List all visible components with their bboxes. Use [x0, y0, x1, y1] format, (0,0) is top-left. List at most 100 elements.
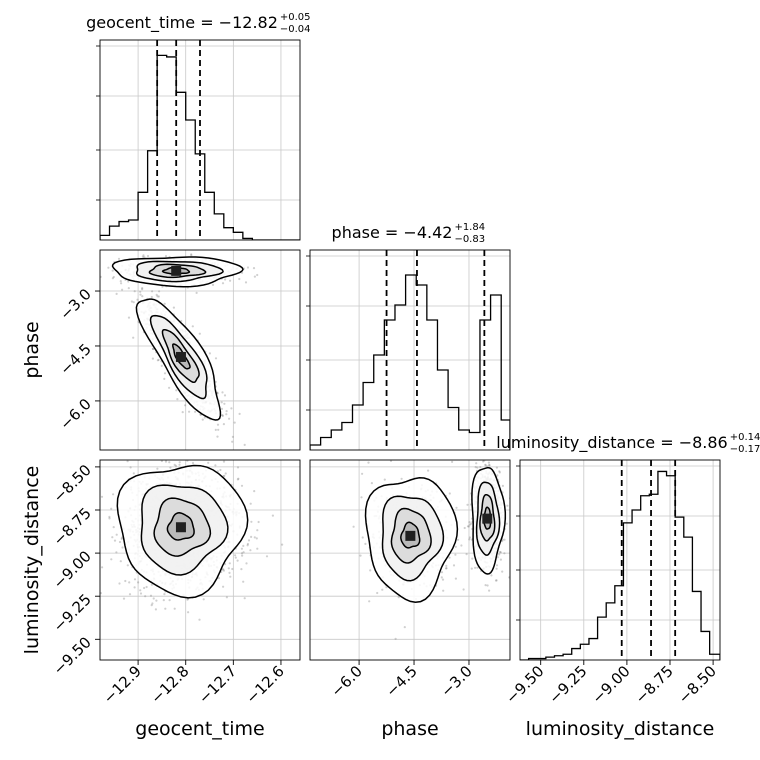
- sample-point: [448, 556, 451, 559]
- sample-point: [197, 454, 199, 456]
- sample-point: [460, 544, 463, 547]
- sample-point: [146, 254, 150, 258]
- sample-point: [463, 526, 466, 530]
- sample-point: [141, 295, 144, 298]
- sample-point: [195, 440, 197, 442]
- sample-point: [471, 557, 474, 560]
- sample-point: [192, 442, 194, 444]
- xtick-label-phase: −4.5: [382, 662, 420, 700]
- sample-point: [163, 302, 166, 305]
- xaxis-label-luminosity_distance: luminosity_distance: [526, 718, 715, 740]
- sample-point: [466, 525, 470, 528]
- sample-point: [121, 546, 124, 549]
- sample-point: [225, 413, 228, 416]
- sample-point: [242, 551, 245, 554]
- sample-point: [281, 543, 284, 546]
- sample-point: [501, 484, 504, 487]
- sample-point: [498, 470, 501, 473]
- sample-point: [440, 576, 443, 579]
- sample-point: [175, 389, 178, 392]
- sample-point: [141, 288, 144, 291]
- sample-point: [120, 537, 123, 541]
- density-peak: [175, 522, 186, 533]
- sample-point: [141, 287, 144, 290]
- sample-point: [495, 564, 499, 567]
- sample-point: [124, 579, 127, 583]
- xtick-label-phase: −6.0: [327, 662, 365, 700]
- density-peak: [405, 530, 416, 541]
- sample-point: [173, 607, 176, 610]
- sample-point: [151, 290, 154, 293]
- density-peak: [171, 265, 182, 276]
- xtick-label-geocent_time: −12.6: [243, 662, 288, 707]
- sample-point: [505, 522, 508, 525]
- sample-point: [243, 597, 246, 600]
- sample-point: [452, 564, 456, 567]
- sample-point: [352, 525, 355, 528]
- sample-point: [241, 554, 244, 557]
- sample-point: [151, 347, 154, 350]
- sample-point: [490, 574, 493, 577]
- sample-point: [137, 581, 140, 584]
- sample-point: [230, 407, 233, 410]
- sample-point: [253, 490, 256, 493]
- sample-point: [152, 597, 155, 600]
- sample-point: [228, 417, 231, 420]
- sample-point: [130, 300, 133, 303]
- xtick-label-phase: −3.0: [437, 662, 475, 700]
- sample-point: [495, 466, 498, 469]
- sample-point: [234, 554, 237, 557]
- sample-point: [238, 277, 241, 281]
- sample-point: [488, 464, 491, 467]
- sample-point: [190, 446, 192, 448]
- sample-point: [240, 552, 244, 555]
- sample-point: [231, 435, 234, 438]
- sample-point: [216, 435, 219, 438]
- density-peak: [482, 513, 493, 524]
- title-minus-luminosity_distance: −0.17: [730, 444, 760, 455]
- sample-point: [168, 599, 171, 602]
- sample-point: [133, 586, 136, 589]
- sample-point: [121, 288, 124, 291]
- sample-point: [195, 291, 198, 294]
- ytick-label-luminosity_distance: −9.00: [50, 547, 95, 592]
- sample-point: [397, 596, 400, 599]
- sample-point: [156, 295, 159, 298]
- sample-point: [221, 414, 224, 417]
- histogram-geocent_time: [100, 54, 300, 240]
- sample-point: [222, 569, 225, 572]
- sample-point: [162, 599, 165, 602]
- sample-point: [111, 536, 114, 539]
- panel-frame: [519, 459, 721, 661]
- sample-point: [198, 618, 201, 621]
- title-geocent_time: geocent_time = −12.82: [86, 13, 278, 33]
- scatter-panel-phase-luminosity_distance: [309, 457, 511, 661]
- sample-point: [214, 428, 217, 431]
- sample-point: [113, 539, 117, 542]
- sample-point: [494, 579, 498, 582]
- sample-point: [111, 269, 114, 272]
- sample-point: [127, 280, 130, 283]
- sample-point: [224, 472, 227, 475]
- sample-point: [498, 457, 500, 459]
- sample-point: [122, 597, 126, 600]
- sample-point: [207, 461, 210, 464]
- title-plus-geocent_time: +0.05: [280, 12, 311, 23]
- sample-point: [244, 281, 248, 284]
- sample-point: [503, 552, 506, 555]
- sample-point: [186, 598, 189, 601]
- sample-point: [240, 547, 243, 550]
- sample-point: [484, 463, 487, 466]
- sample-point: [475, 462, 478, 465]
- sample-point: [238, 412, 241, 415]
- sample-point: [160, 364, 163, 367]
- sample-point: [454, 577, 457, 580]
- sample-point: [126, 564, 129, 567]
- sample-point: [223, 402, 226, 405]
- sample-point: [474, 566, 477, 569]
- hist-panel-phase: [306, 249, 511, 451]
- sample-point: [220, 407, 224, 410]
- sample-point: [169, 466, 172, 469]
- sample-point: [246, 544, 249, 547]
- sample-point: [454, 553, 457, 556]
